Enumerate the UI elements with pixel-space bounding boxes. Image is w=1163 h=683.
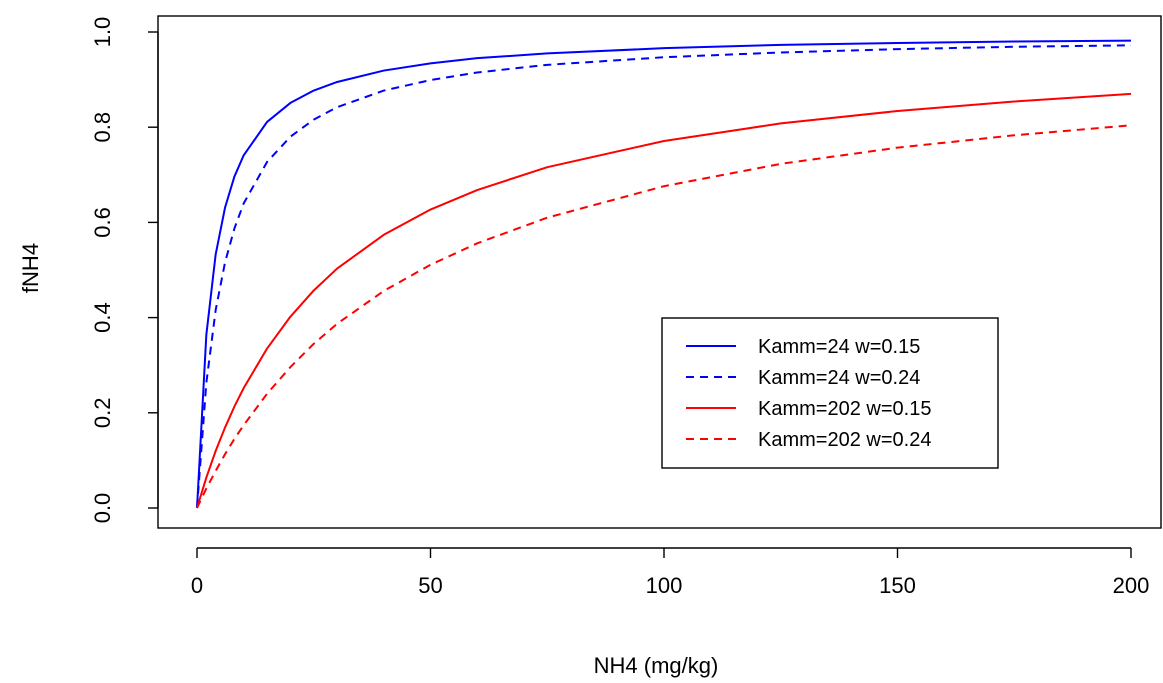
x-axis-label: NH4 (mg/kg) bbox=[594, 653, 719, 678]
x-tick-label: 150 bbox=[879, 573, 916, 598]
y-tick-label: 0.4 bbox=[90, 302, 115, 333]
y-axis: 0.0 0.2 0.4 0.6 0.8 1.0 bbox=[90, 17, 159, 524]
legend-label-1: Kamm=24 w=0.15 bbox=[758, 336, 920, 358]
legend-box bbox=[661, 317, 999, 469]
series-line-3 bbox=[196, 92, 1132, 509]
y-tick-label: 0.6 bbox=[90, 207, 115, 238]
legend-label-4: Kamm=202 w=0.24 bbox=[758, 429, 931, 451]
y-tick-label: 1.0 bbox=[90, 17, 115, 48]
x-tick-label: 50 bbox=[418, 573, 442, 598]
y-tick-label: 0.8 bbox=[90, 112, 115, 143]
legend: Kamm=24 w=0.15 Kamm=24 w=0.24 Kamm=202 w=0… bbox=[661, 317, 999, 469]
legend-label-2: Kamm=24 w=0.24 bbox=[758, 367, 920, 389]
y-tick-label: 0.2 bbox=[90, 398, 115, 429]
y-axis-label: fNH4 bbox=[18, 243, 43, 293]
x-tick-label: 200 bbox=[1113, 573, 1150, 598]
y-tick-label: 0.0 bbox=[90, 493, 115, 524]
x-tick-label: 0 bbox=[191, 573, 203, 598]
x-axis: 0 50 100 150 200 bbox=[191, 547, 1150, 598]
series-group bbox=[196, 39, 1132, 509]
x-tick-label: 100 bbox=[646, 573, 683, 598]
legend-label-3: Kamm=202 w=0.15 bbox=[758, 398, 931, 420]
series-line-1 bbox=[196, 39, 1132, 509]
series-line-4 bbox=[196, 124, 1132, 509]
